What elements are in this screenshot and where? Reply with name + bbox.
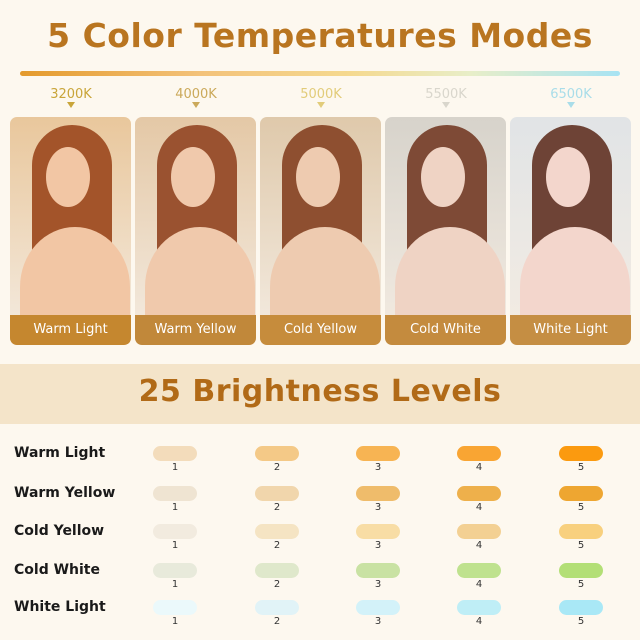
brightness-swatch bbox=[559, 446, 603, 461]
arrow-down-icon bbox=[192, 102, 200, 108]
brightness-swatch bbox=[559, 486, 603, 501]
face bbox=[421, 147, 465, 207]
mode-label: Cold Yellow bbox=[260, 315, 381, 345]
brightness-swatch bbox=[457, 446, 501, 461]
level-number: 2 bbox=[273, 502, 281, 513]
brightness-swatch bbox=[255, 524, 299, 539]
level-number: 4 bbox=[475, 502, 483, 513]
brightness-banner bbox=[0, 364, 640, 424]
level-number: 2 bbox=[273, 616, 281, 627]
arrow-down-icon bbox=[317, 102, 325, 108]
brightness-swatch bbox=[153, 446, 197, 461]
brightness-swatch bbox=[255, 600, 299, 615]
mode-card: Warm Light bbox=[10, 117, 131, 345]
brightness-swatch bbox=[153, 524, 197, 539]
face bbox=[296, 147, 340, 207]
model-photo bbox=[135, 117, 256, 345]
face bbox=[546, 147, 590, 207]
level-number: 1 bbox=[171, 616, 179, 627]
brightness-swatch bbox=[559, 524, 603, 539]
level-number: 5 bbox=[577, 462, 585, 473]
brightness-swatch bbox=[255, 486, 299, 501]
mode-card: White Light bbox=[510, 117, 631, 345]
brightness-swatch bbox=[457, 563, 501, 578]
kelvin-label: 3200K bbox=[50, 87, 92, 102]
level-number: 4 bbox=[475, 540, 483, 551]
mode-label: Warm Light bbox=[10, 315, 131, 345]
level-number: 5 bbox=[577, 502, 585, 513]
brightness-swatch bbox=[457, 600, 501, 615]
model-photo bbox=[385, 117, 506, 345]
level-number: 3 bbox=[374, 616, 382, 627]
kelvin-label: 5000K bbox=[300, 87, 342, 102]
level-number: 1 bbox=[171, 502, 179, 513]
level-number: 3 bbox=[374, 502, 382, 513]
row-label: White Light bbox=[14, 599, 106, 615]
mode-card: Cold White bbox=[385, 117, 506, 345]
level-number: 1 bbox=[171, 579, 179, 590]
level-number: 4 bbox=[475, 462, 483, 473]
kelvin-label: 4000K bbox=[175, 87, 217, 102]
mode-label: Warm Yellow bbox=[135, 315, 256, 345]
page-title: 5 Color Temperatures Modes bbox=[47, 16, 593, 55]
mode-label: White Light bbox=[510, 315, 631, 345]
face bbox=[171, 147, 215, 207]
kelvin-label: 6500K bbox=[550, 87, 592, 102]
arrow-down-icon bbox=[567, 102, 575, 108]
color-temperature-gradient-bar bbox=[20, 71, 620, 76]
mode-label: Cold White bbox=[385, 315, 506, 345]
brightness-swatch bbox=[356, 446, 400, 461]
model-photo bbox=[10, 117, 131, 345]
level-number: 3 bbox=[374, 540, 382, 551]
level-number: 1 bbox=[171, 540, 179, 551]
brightness-swatch bbox=[356, 600, 400, 615]
brightness-swatch bbox=[153, 563, 197, 578]
kelvin-label: 5500K bbox=[425, 87, 467, 102]
arrow-down-icon bbox=[67, 102, 75, 108]
level-number: 1 bbox=[171, 462, 179, 473]
brightness-swatch bbox=[457, 524, 501, 539]
level-number: 3 bbox=[374, 579, 382, 590]
brightness-title: 25 Brightness Levels bbox=[138, 374, 502, 409]
model-photo bbox=[260, 117, 381, 345]
row-label: Warm Yellow bbox=[14, 485, 116, 501]
brightness-swatch bbox=[153, 600, 197, 615]
brightness-swatch bbox=[356, 563, 400, 578]
level-number: 5 bbox=[577, 579, 585, 590]
brightness-swatch bbox=[457, 486, 501, 501]
row-label: Cold White bbox=[14, 562, 100, 578]
level-number: 5 bbox=[577, 540, 585, 551]
brightness-swatch bbox=[255, 563, 299, 578]
face bbox=[46, 147, 90, 207]
brightness-swatch bbox=[356, 486, 400, 501]
row-label: Warm Light bbox=[14, 445, 106, 461]
mode-card: Warm Yellow bbox=[135, 117, 256, 345]
level-number: 2 bbox=[273, 462, 281, 473]
level-number: 4 bbox=[475, 616, 483, 627]
row-label: Cold Yellow bbox=[14, 523, 105, 539]
arrow-down-icon bbox=[442, 102, 450, 108]
level-number: 2 bbox=[273, 579, 281, 590]
brightness-swatch bbox=[255, 446, 299, 461]
level-number: 2 bbox=[273, 540, 281, 551]
brightness-swatch bbox=[356, 524, 400, 539]
level-number: 5 bbox=[577, 616, 585, 627]
brightness-swatch bbox=[153, 486, 197, 501]
mode-card: Cold Yellow bbox=[260, 117, 381, 345]
brightness-swatch bbox=[559, 600, 603, 615]
level-number: 4 bbox=[475, 579, 483, 590]
level-number: 3 bbox=[374, 462, 382, 473]
model-photo bbox=[510, 117, 631, 345]
brightness-swatch bbox=[559, 563, 603, 578]
